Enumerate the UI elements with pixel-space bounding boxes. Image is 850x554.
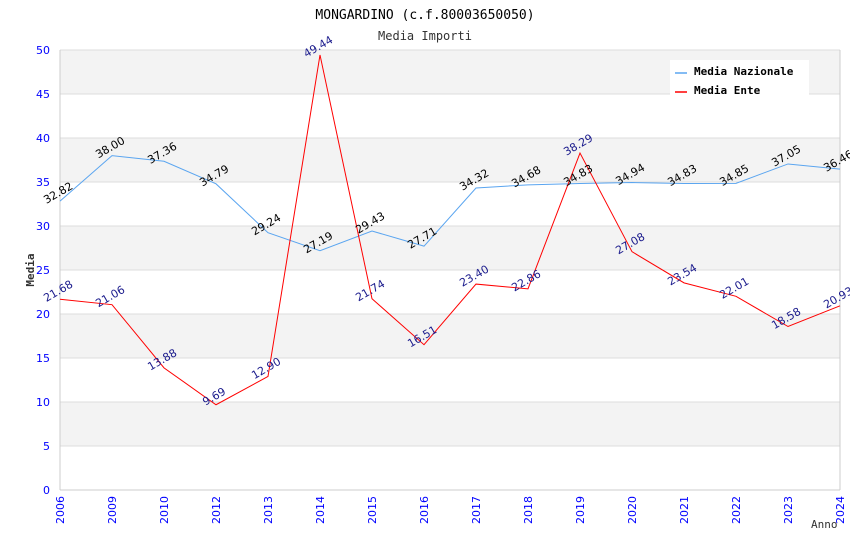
y-tick-label: 50	[36, 44, 50, 57]
data-label: 21.74	[353, 277, 387, 304]
chart-subtitle: Media Importi	[378, 29, 472, 43]
x-tick-label: 2024	[834, 496, 847, 524]
grid-band	[60, 138, 840, 182]
series-line-ente	[59, 54, 841, 406]
x-tick-label: 2013	[262, 496, 275, 524]
x-tick-label: 2022	[730, 496, 743, 524]
grid-band	[60, 314, 840, 358]
x-tick-label: 2014	[314, 496, 327, 524]
y-tick-label: 20	[36, 308, 50, 321]
x-tick-label: 2021	[678, 496, 691, 524]
y-tick-label: 5	[43, 440, 50, 453]
x-tick-label: 2010	[158, 496, 171, 524]
x-axis-label: Anno	[811, 518, 838, 531]
x-tick-label: 2019	[574, 496, 587, 524]
y-tick-label: 35	[36, 176, 50, 189]
x-tick-label: 2020	[626, 496, 639, 524]
grid-band	[60, 226, 840, 270]
y-tick-label: 25	[36, 264, 50, 277]
data-label: 21.06	[93, 283, 127, 310]
y-tick-label: 40	[36, 132, 50, 145]
x-tick-label: 2009	[106, 496, 119, 524]
data-label: 22.01	[717, 275, 751, 302]
x-tick-label: 2017	[470, 496, 483, 524]
x-tick-label: 2023	[782, 496, 795, 524]
x-tick-label: 2006	[54, 496, 67, 524]
data-label: 22.86	[509, 267, 543, 294]
y-axis-label: Media	[24, 253, 37, 286]
y-tick-label: 45	[36, 88, 50, 101]
x-tick-label: 2018	[522, 496, 535, 524]
y-tick-label: 30	[36, 220, 50, 233]
series-line-nazionale	[59, 155, 841, 252]
y-tick-label: 15	[36, 352, 50, 365]
x-tick-label: 2015	[366, 496, 379, 524]
x-tick-label: 2016	[418, 496, 431, 524]
legend-label-nazionale: Media Nazionale	[694, 65, 794, 78]
chart-title: MONGARDINO (c.f.80003650050)	[315, 8, 534, 23]
legend: Media Nazionale Media Ente	[670, 60, 809, 97]
x-tick-label: 2012	[210, 496, 223, 524]
grid-band	[60, 402, 840, 446]
y-tick-label: 0	[43, 484, 50, 497]
y-tick-label: 10	[36, 396, 50, 409]
legend-label-ente: Media Ente	[694, 84, 761, 97]
